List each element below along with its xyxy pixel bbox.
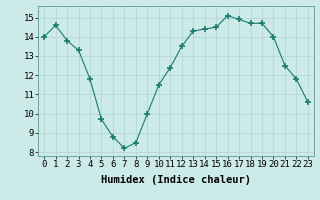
- X-axis label: Humidex (Indice chaleur): Humidex (Indice chaleur): [101, 175, 251, 185]
